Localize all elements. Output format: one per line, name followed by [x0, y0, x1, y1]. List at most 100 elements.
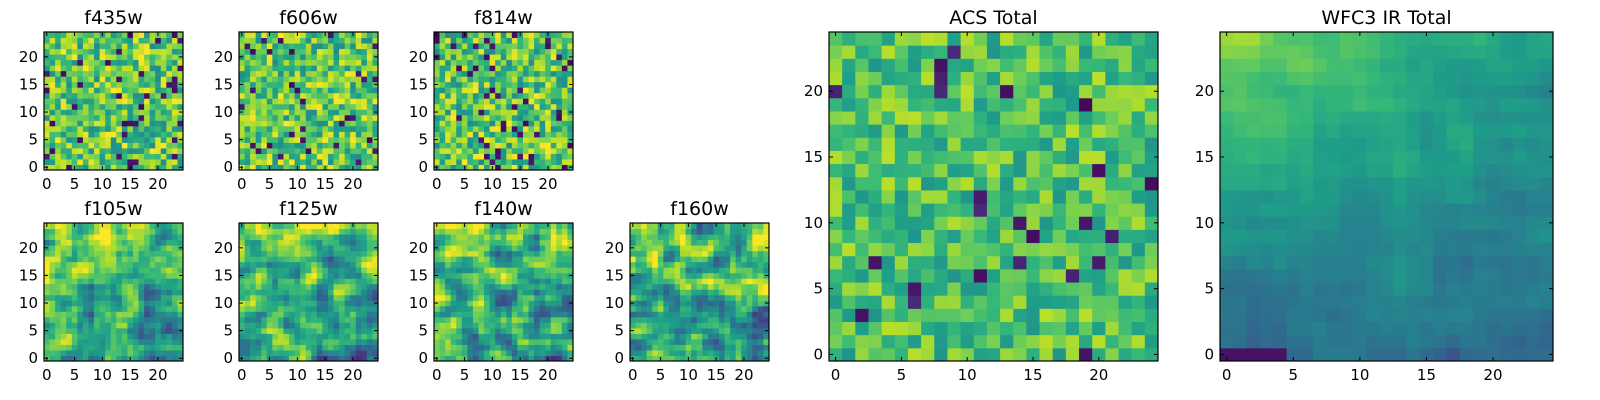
- heatmap-cell: [60, 59, 67, 66]
- heatmap-cell: [718, 289, 726, 296]
- heatmap-cell: [506, 245, 513, 252]
- heatmap-cell: [272, 294, 279, 301]
- heatmap-cell: [735, 322, 742, 329]
- heatmap-cell: [680, 294, 687, 301]
- heatmap-cell: [372, 125, 379, 132]
- heatmap-cell: [250, 131, 257, 138]
- heatmap-cell: [132, 256, 140, 263]
- heatmap-cell: [66, 338, 73, 345]
- heatmap-cell: [467, 223, 474, 230]
- heatmap-cell: [300, 59, 307, 66]
- heatmap-cell: [250, 76, 257, 83]
- heatmap-cell: [434, 92, 441, 99]
- heatmap-cell: [171, 349, 178, 356]
- heatmap-cell: [272, 120, 279, 127]
- heatmap-cell: [522, 316, 530, 323]
- heatmap-cell: [55, 333, 62, 340]
- heatmap-cell: [1039, 347, 1054, 362]
- heatmap-cell: [855, 203, 869, 217]
- heatmap-cell: [339, 349, 346, 356]
- y-tick-label: 5: [223, 131, 233, 149]
- heatmap-cell: [311, 322, 318, 329]
- heatmap-cell: [289, 305, 296, 312]
- heatmap-cell: [550, 355, 557, 362]
- heatmap-cell: [171, 125, 178, 132]
- heatmap-cell: [88, 272, 95, 279]
- heatmap-cell: [261, 103, 268, 110]
- heatmap-cell: [339, 76, 346, 83]
- heatmap-cell: [127, 43, 134, 50]
- heatmap-cell: [366, 131, 373, 138]
- heatmap-cell: [1013, 216, 1027, 230]
- heatmap-cell: [55, 278, 62, 285]
- heatmap-cell: [1105, 229, 1120, 244]
- heatmap-cell: [239, 70, 246, 77]
- heatmap-cell: [327, 59, 335, 66]
- heatmap-cell: [355, 125, 362, 132]
- heatmap-cell: [127, 283, 134, 290]
- heatmap-cell: [55, 239, 62, 246]
- heatmap-cell: [522, 289, 530, 296]
- heatmap-cell: [730, 338, 737, 345]
- heatmap-cell: [289, 338, 296, 345]
- heatmap-cell: [294, 261, 301, 268]
- heatmap-cell: [735, 278, 742, 285]
- heatmap-cell: [484, 92, 491, 99]
- heatmap-cell: [350, 316, 357, 323]
- heatmap-cell: [322, 322, 329, 329]
- heatmap-cell: [1052, 347, 1067, 362]
- heatmap-cell: [550, 81, 557, 88]
- heatmap-cell: [674, 228, 681, 235]
- heatmap-cell: [121, 125, 128, 132]
- heatmap-cell: [713, 239, 720, 246]
- heatmap-cell: [730, 355, 737, 362]
- heatmap-cell: [49, 256, 56, 263]
- heatmap-cell: [160, 256, 167, 263]
- heatmap-cell: [272, 164, 279, 171]
- heatmap-cell: [94, 147, 101, 154]
- heatmap-cell: [316, 164, 323, 171]
- heatmap-cell: [663, 333, 670, 340]
- heatmap-cell: [99, 278, 106, 285]
- heatmap-cell: [1079, 255, 1093, 270]
- heatmap-cell: [361, 294, 368, 301]
- heatmap-cell: [489, 76, 496, 83]
- heatmap-cell: [561, 239, 568, 246]
- heatmap-cell: [138, 153, 145, 160]
- heatmap-cell: [289, 228, 296, 235]
- heatmap-cell: [327, 311, 335, 318]
- heatmap-cell: [522, 322, 530, 329]
- heatmap-cell: [556, 245, 563, 252]
- heatmap-cell: [311, 153, 318, 160]
- y-tick-label: 20: [19, 239, 38, 257]
- heatmap-cell: [166, 142, 173, 149]
- heatmap-cell: [763, 338, 770, 345]
- heatmap-cell: [244, 234, 251, 241]
- heatmap-cell: [366, 234, 373, 241]
- heatmap-cell: [652, 311, 659, 318]
- heatmap-cell: [445, 234, 452, 241]
- heatmap-cell: [881, 229, 896, 244]
- heatmap-cell: [71, 158, 78, 165]
- y-tick-label: 20: [214, 48, 233, 66]
- heatmap-cell: [88, 349, 95, 356]
- heatmap-cell: [567, 305, 574, 312]
- heatmap-cell: [1118, 295, 1133, 309]
- heatmap-cell: [1026, 347, 1041, 362]
- heatmap-cell: [467, 92, 474, 99]
- heatmap-cell: [116, 131, 123, 138]
- heatmap-cell: [82, 70, 89, 77]
- heatmap-cell: [947, 347, 962, 362]
- heatmap-cell: [171, 283, 178, 290]
- heatmap-cell: [77, 316, 84, 323]
- heatmap-cell: [730, 294, 737, 301]
- heatmap-cell: [868, 268, 883, 283]
- heatmap-cell: [567, 267, 574, 274]
- heatmap-cell: [450, 349, 457, 356]
- heatmap-cell: [652, 278, 659, 285]
- heatmap-cell: [138, 327, 145, 334]
- heatmap-cell: [250, 327, 257, 334]
- heatmap-cell: [149, 136, 156, 143]
- heatmap-cell: [116, 43, 123, 50]
- heatmap-cell: [60, 245, 67, 252]
